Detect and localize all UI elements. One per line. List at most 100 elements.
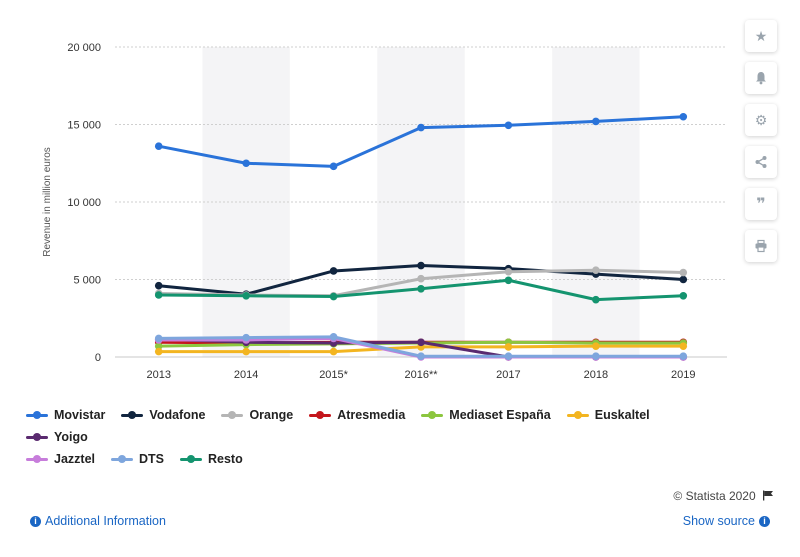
legend-label: Yoigo: [54, 430, 88, 444]
data-point[interactable]: [154, 281, 163, 290]
data-point[interactable]: [417, 338, 425, 347]
data-point[interactable]: [679, 342, 688, 350]
flag-icon: [763, 490, 773, 501]
legend-items: Movistar Vodafone Orange Atresmedia Mediaset…: [26, 404, 726, 470]
data-point[interactable]: [592, 342, 600, 350]
data-point[interactable]: [679, 112, 688, 121]
x-axis-ticks: 2013 2014 2015* 2016** 2017 2018 2019: [146, 369, 695, 381]
x-tick-label: 2017: [496, 369, 520, 381]
series-movistar: [154, 112, 688, 171]
data-point[interactable]: [329, 333, 338, 341]
data-point[interactable]: [242, 159, 250, 168]
gear-icon[interactable]: ⚙: [745, 104, 777, 136]
data-point[interactable]: [242, 347, 250, 356]
legend-item[interactable]: Resto: [180, 448, 243, 470]
data-point[interactable]: [154, 334, 163, 343]
data-point[interactable]: [329, 347, 338, 356]
data-point[interactable]: [679, 352, 688, 361]
x-tick-label: 2018: [584, 369, 608, 381]
legend-label: Vodafone: [149, 408, 206, 422]
data-point[interactable]: [417, 285, 425, 293]
print-icon[interactable]: [745, 230, 777, 262]
info-icon: i: [30, 515, 41, 527]
data-point[interactable]: [592, 295, 600, 304]
info-icon: i: [759, 515, 770, 527]
data-point[interactable]: [154, 291, 163, 299]
legend-item[interactable]: Movistar: [26, 404, 105, 426]
x-tick-label: 2014: [234, 369, 258, 381]
quote-icon[interactable]: ❞: [745, 188, 777, 220]
data-point[interactable]: [417, 261, 425, 270]
data-point[interactable]: [504, 121, 513, 130]
data-point[interactable]: [504, 276, 513, 285]
y-axis-ticks: 0 5 000 10 000 15 000 20 000: [67, 42, 101, 364]
credit-text: © Statista 2020: [673, 489, 756, 503]
series-dts: [154, 333, 688, 361]
legend-item[interactable]: Yoigo: [26, 426, 88, 448]
legend-item[interactable]: Orange: [221, 404, 293, 426]
legend-swatch: [26, 433, 48, 441]
legend-label: Mediaset España: [449, 408, 551, 422]
additional-information-label: Additional Information: [45, 514, 166, 528]
legend-item[interactable]: Mediaset España: [421, 404, 551, 426]
y-tick-label: 10 000: [67, 197, 101, 209]
y-axis-label: Revenue in million euros: [42, 147, 53, 257]
data-point[interactable]: [592, 266, 600, 275]
data-point[interactable]: [504, 352, 513, 361]
data-point[interactable]: [154, 142, 163, 150]
legend-label: Movistar: [54, 408, 106, 422]
y-tick-label: 15 000: [67, 120, 101, 132]
data-point[interactable]: [242, 291, 250, 300]
star-icon[interactable]: ★: [745, 20, 777, 52]
data-point[interactable]: [504, 267, 513, 276]
data-point[interactable]: [592, 352, 600, 361]
legend-swatch: [309, 411, 332, 419]
additional-information-link[interactable]: i Additional Information: [26, 514, 166, 528]
legend-label: Resto: [208, 452, 243, 466]
statista-credit: © Statista 2020: [673, 489, 774, 503]
x-tick-label: 2016**: [404, 369, 438, 381]
series-resto: [154, 276, 688, 304]
legend-label: Jazztel: [54, 452, 95, 466]
data-point[interactable]: [329, 292, 338, 301]
data-point[interactable]: [154, 342, 163, 350]
data-point[interactable]: [242, 333, 250, 342]
legend-swatch: [180, 455, 202, 463]
data-point[interactable]: [154, 347, 163, 356]
data-point[interactable]: [592, 117, 600, 126]
show-source-link[interactable]: Show source i: [683, 514, 774, 528]
x-tick-label: 2019: [671, 369, 695, 381]
data-point[interactable]: [329, 162, 338, 171]
share-icon[interactable]: [745, 146, 777, 178]
data-point[interactable]: [417, 274, 425, 283]
legend-item[interactable]: Vodafone: [121, 404, 205, 426]
legend-item[interactable]: Euskaltel: [566, 404, 650, 426]
legend-label: Euskaltel: [594, 408, 650, 422]
data-point[interactable]: [679, 268, 688, 277]
legend-swatch: [566, 411, 589, 419]
legend-swatch: [111, 455, 133, 463]
legend-swatch: [421, 411, 444, 419]
x-tick-label: 2013: [146, 369, 170, 381]
legend-label: Atresmedia: [337, 408, 406, 422]
data-point[interactable]: [679, 275, 688, 284]
show-source-label: Show source: [682, 514, 755, 528]
legend-item[interactable]: Atresmedia: [309, 404, 405, 426]
series-lines: [154, 112, 688, 361]
legend-label: Orange: [249, 408, 294, 422]
legend-swatch: [26, 455, 48, 463]
data-point[interactable]: [417, 352, 425, 361]
y-tick-label: 5 000: [73, 275, 101, 287]
bell-icon[interactable]: [745, 62, 777, 94]
data-point[interactable]: [329, 267, 338, 275]
data-point[interactable]: [417, 123, 425, 132]
legend-item[interactable]: Jazztel: [26, 448, 95, 470]
y-tick-label: 20 000: [67, 42, 101, 54]
y-tick-label: 0: [95, 352, 101, 364]
data-point[interactable]: [504, 343, 513, 351]
data-point[interactable]: [679, 291, 688, 300]
legend-swatch: [121, 411, 144, 419]
x-tick-label: 2015*: [319, 369, 348, 381]
legend-item[interactable]: DTS: [111, 448, 164, 470]
